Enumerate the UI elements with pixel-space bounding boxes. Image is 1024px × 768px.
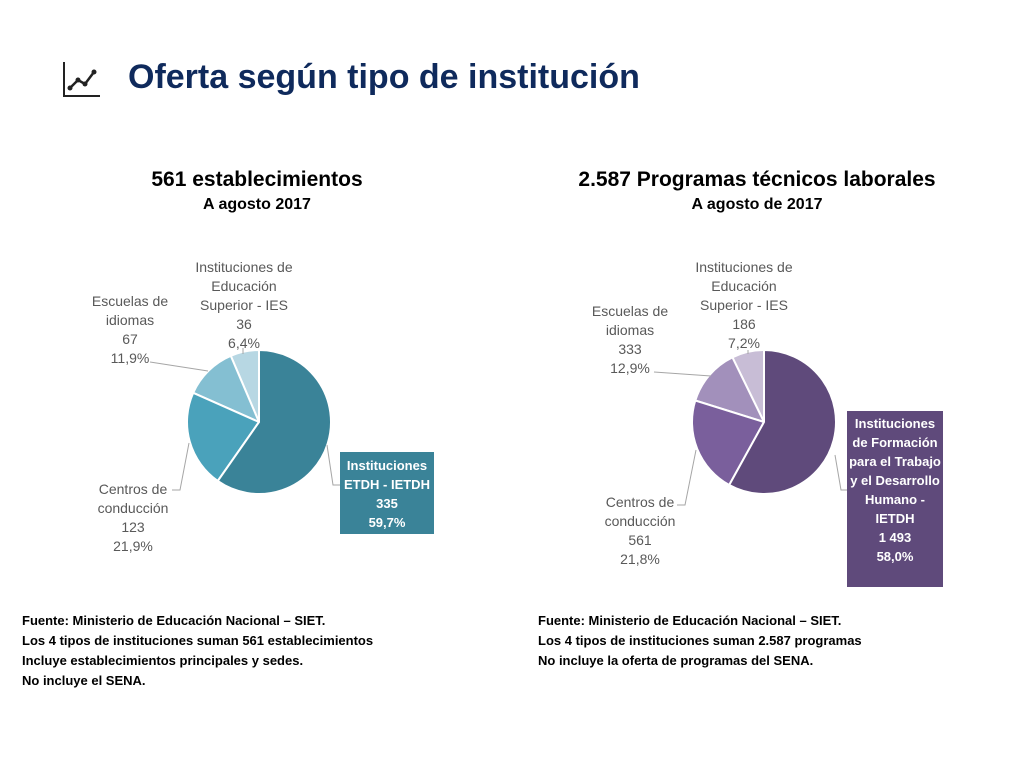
chart1-label-idiomas: Escuelas de idiomas 67 11,9%	[88, 292, 172, 368]
chart1-ies-value: 36	[236, 316, 252, 332]
chart1-footer-line: No incluye el SENA.	[22, 673, 146, 688]
chart2-label-idiomas: Escuelas de idiomas 333 12,9%	[588, 302, 672, 378]
chart2-leader-conduccion	[677, 449, 697, 506]
chart1-footer: Fuente: Ministerio de Educación Nacional…	[22, 611, 373, 691]
chart2-conduccion-percent: 21,8%	[620, 551, 660, 567]
chart1-title: 561 establecimientos	[151, 168, 363, 191]
chart2-footer-line: Fuente: Ministerio de Educación Nacional…	[538, 613, 842, 628]
chart2-leader-idiomas	[653, 371, 712, 377]
line-chart-icon	[63, 62, 100, 97]
chart2-label-ies: Instituciones de Educación Superior - IE…	[694, 258, 794, 353]
chart1-label-ies: Instituciones de Educación Superior - IE…	[194, 258, 294, 353]
chart2-conduccion-name: Centros de conducción	[604, 494, 676, 529]
chart2-idiomas-value: 333	[618, 341, 642, 357]
chart1-label-conduccion: Centros de conducción 123 21,9%	[87, 480, 179, 556]
chart1-leader-idiomas	[149, 361, 209, 372]
chart1-idiomas-percent: 11,9%	[110, 350, 150, 366]
chart2-idiomas-percent: 12,9%	[610, 360, 650, 376]
chart1-footer-line: Los 4 tipos de instituciones suman 561 e…	[22, 633, 374, 648]
chart1-conduccion-name: Centros de conducción	[97, 481, 169, 516]
chart1-footer-line: Fuente: Ministerio de Educación Nacional…	[22, 613, 326, 628]
chart1-conduccion-percent: 21,9%	[113, 538, 153, 554]
chart1-callout-ietdh: Instituciones ETDH - IETDH 335 59,7%	[340, 452, 434, 534]
slide-title: Oferta según tipo de institución	[128, 58, 640, 96]
chart2-ietdh-name: Instituciones de Formación para el Traba…	[849, 416, 941, 526]
chart2-slice-0	[727, 348, 837, 495]
chart1-leader-conduccion	[172, 442, 190, 491]
chart1-ietdh-percent: 59,7%	[368, 515, 406, 530]
chart1-idiomas-value: 67	[122, 331, 138, 347]
chart1-footer-line: Incluye establecimientos principales y s…	[22, 653, 304, 668]
chart2-ietdh-percent: 58,0%	[876, 549, 914, 564]
chart2-leader-ietdh	[834, 454, 847, 491]
chart1-conduccion-value: 123	[121, 519, 145, 535]
chart2-title: 2.587 Programas técnicos laborales	[578, 168, 936, 191]
chart2-conduccion-value: 561	[628, 532, 652, 548]
chart2-label-conduccion: Centros de conducción 561 21,8%	[594, 493, 686, 569]
chart2-ies-value: 186	[732, 316, 756, 332]
chart1-subtitle: A agosto 2017	[203, 196, 311, 213]
chart1-leader-ietdh	[326, 444, 341, 486]
chart1-slice-1	[186, 391, 261, 483]
chart2-footer: Fuente: Ministerio de Educación Nacional…	[538, 611, 862, 671]
chart2-footer-line: No incluye la oferta de programas del SE…	[538, 653, 814, 668]
chart1-header: 561 establecimientos A agosto 2017	[97, 168, 417, 214]
chart2-header: 2.587 Programas técnicos laborales A ago…	[542, 168, 972, 214]
chart2-ietdh-value: 1 493	[878, 530, 912, 545]
chart2-slice-1	[691, 399, 766, 487]
chart2-callout-ietdh: Instituciones de Formación para el Traba…	[847, 411, 943, 587]
chart1-slice-0	[216, 348, 332, 495]
chart2-ies-percent: 7,2%	[728, 335, 760, 351]
chart1-ietdh-name: Instituciones ETDH - IETDH	[344, 458, 430, 492]
chart1-ietdh-value: 335	[376, 496, 398, 511]
chart1-ies-name: Instituciones de Educación Superior - IE…	[195, 259, 293, 313]
chart1-idiomas-name: Escuelas de idiomas	[91, 293, 169, 328]
chart2-footer-line: Los 4 tipos de instituciones suman 2.587…	[538, 633, 862, 648]
chart2-ies-name: Instituciones de Educación Superior - IE…	[695, 259, 793, 313]
chart2-subtitle: A agosto de 2017	[691, 196, 823, 213]
chart2-idiomas-name: Escuelas de idiomas	[591, 303, 669, 338]
chart1-ies-percent: 6,4%	[228, 335, 260, 351]
